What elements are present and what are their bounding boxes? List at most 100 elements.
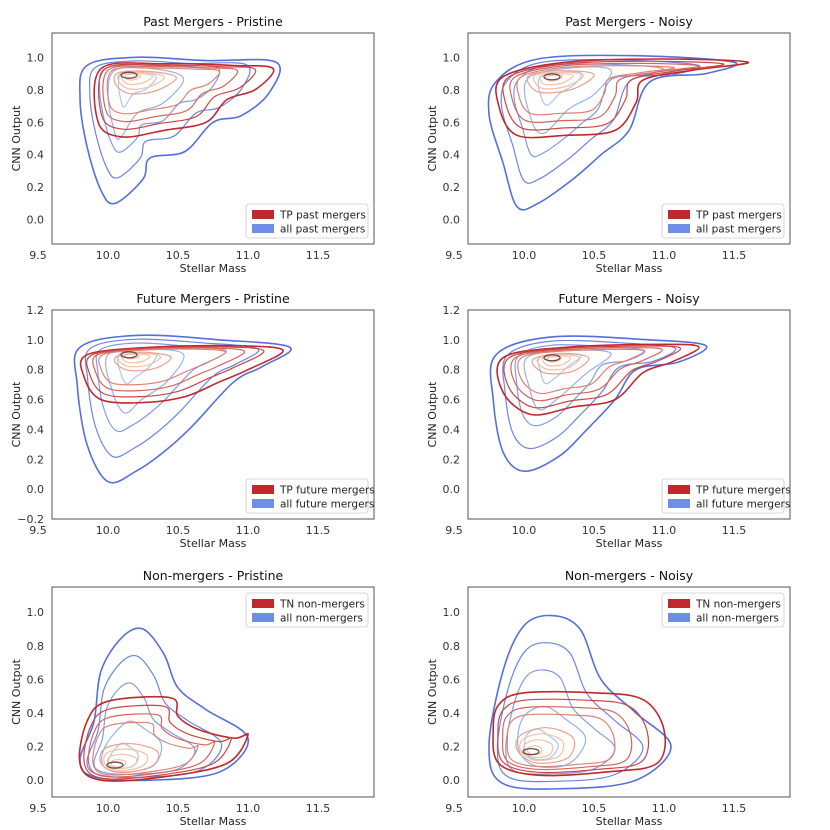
y-tick-label: 0.2 [443, 741, 461, 754]
x-tick-label: 10.0 [96, 524, 121, 537]
contour-group [489, 335, 708, 473]
y-tick-label: 0.8 [27, 364, 45, 377]
red-contour [103, 748, 149, 772]
y-tick-label: 0.2 [443, 453, 461, 466]
blue-contour [505, 669, 616, 775]
red-contour [510, 347, 663, 402]
y-tick-label: 0.4 [443, 707, 461, 720]
panel-3: Future Mergers - Pristine 9.5 10.0 10.5 11.0… [10, 291, 375, 550]
y-tick-label: 1.2 [443, 304, 461, 317]
legend-box [661, 478, 785, 514]
y-tick-label: 0.4 [443, 423, 461, 436]
panel-1: Past Mergers - Pristine 9.5 10.0 10.5 11.0 11… [10, 14, 375, 275]
blue-contour [86, 654, 223, 779]
red-contour [516, 65, 676, 116]
legend-swatch-blue [252, 224, 274, 233]
legend-swatch-blue [252, 613, 274, 622]
blue-contour [523, 728, 559, 761]
x-tick-label: 11.5 [722, 524, 747, 537]
y-tick-label: 0.6 [443, 116, 461, 129]
legend-swatch-blue [252, 499, 274, 508]
red-contour [92, 347, 246, 392]
contour-group [78, 56, 281, 205]
y-axis-label: CNN Output [10, 658, 23, 725]
x-tick-label: 11.0 [652, 524, 677, 537]
x-tick-label: 10.5 [166, 802, 191, 815]
panel-4: Future Mergers - Noisy 9.5 10.0 10.5 11.0 11.… [426, 291, 791, 550]
red-contour [97, 63, 257, 130]
legend-label: TP future mergers [695, 485, 791, 497]
contour-group [488, 614, 672, 790]
red-contour [495, 58, 749, 139]
contour-group [487, 54, 749, 211]
red-contour [98, 348, 226, 386]
red-contour [531, 352, 590, 375]
y-tick-label: 0.6 [443, 673, 461, 686]
legend: TN non-mergers all non-mergers [245, 592, 369, 628]
blue-contour [73, 334, 292, 484]
legend-box [245, 478, 369, 514]
red-contour [501, 706, 633, 771]
y-tick-label: 1.0 [443, 334, 461, 347]
x-axis-label: Stellar Mass [596, 262, 663, 275]
red-contour [117, 71, 165, 90]
legend-swatch-red [252, 599, 274, 608]
x-tick-label: 10.0 [512, 802, 537, 815]
y-tick-label: 0.6 [27, 673, 45, 686]
y-tick-label: 0.8 [27, 640, 45, 653]
red-contour [496, 343, 700, 416]
legend-box [245, 203, 369, 239]
red-contour [492, 690, 667, 777]
x-tick-label: 9.5 [29, 249, 47, 262]
legend: TP past mergers all past mergers [245, 203, 369, 239]
red-contour [110, 759, 127, 768]
legend-label: all non-mergers [696, 613, 779, 625]
y-axis-label: CNN Output [426, 658, 439, 725]
y-tick-label: 1.0 [443, 51, 461, 64]
legend-box [661, 203, 785, 239]
x-tick-label: 10.5 [166, 249, 191, 262]
red-contour [79, 344, 284, 404]
panel-5: Non-mergers - Pristine 9.5 10.0 10.5 11.0 11.… [10, 568, 375, 828]
legend-label: TP past mergers [695, 210, 782, 222]
legend-box [661, 592, 785, 628]
y-tick-label: 0.6 [443, 394, 461, 407]
legend-label: TP past mergers [279, 210, 366, 222]
y-tick-label: 0.2 [27, 181, 45, 194]
blue-contour [487, 54, 738, 211]
x-tick-label: 11.0 [652, 802, 677, 815]
x-tick-label: 10.0 [512, 524, 537, 537]
density-core-contour [522, 747, 540, 756]
legend-swatch-red [668, 599, 690, 608]
blue-contour [98, 63, 221, 153]
x-tick-label: 10.0 [512, 249, 537, 262]
red-contour [124, 353, 141, 360]
legend-swatch-blue [668, 224, 690, 233]
red-contour [532, 71, 585, 90]
x-tick-label: 10.5 [582, 249, 607, 262]
y-axis-label: CNN Output [426, 381, 439, 448]
x-tick-label: 11.5 [306, 524, 331, 537]
x-axis-label: Stellar Mass [596, 537, 663, 550]
x-tick-label: 11.5 [306, 249, 331, 262]
blue-contour [84, 338, 260, 458]
legend-swatch-red [252, 485, 274, 494]
contour-group [73, 334, 292, 484]
y-tick-label: 0.4 [27, 149, 45, 162]
red-contour [526, 70, 595, 94]
red-contour [106, 66, 221, 115]
y-tick-label: 1.0 [27, 51, 45, 64]
red-contour [497, 698, 650, 774]
panel-title: Non-mergers - Noisy [565, 568, 694, 583]
y-tick-label: 0.2 [443, 181, 461, 194]
y-tick-label: 0.0 [27, 774, 45, 787]
density-core-contour [106, 761, 124, 769]
legend-box [245, 592, 369, 628]
blue-contour [496, 642, 644, 783]
blue-contour [523, 66, 613, 135]
y-tick-label: 1.0 [27, 606, 45, 619]
x-tick-label: 11.0 [652, 249, 677, 262]
red-contour [515, 727, 576, 764]
x-tick-label: 9.5 [29, 802, 47, 815]
red-contour [102, 65, 239, 123]
